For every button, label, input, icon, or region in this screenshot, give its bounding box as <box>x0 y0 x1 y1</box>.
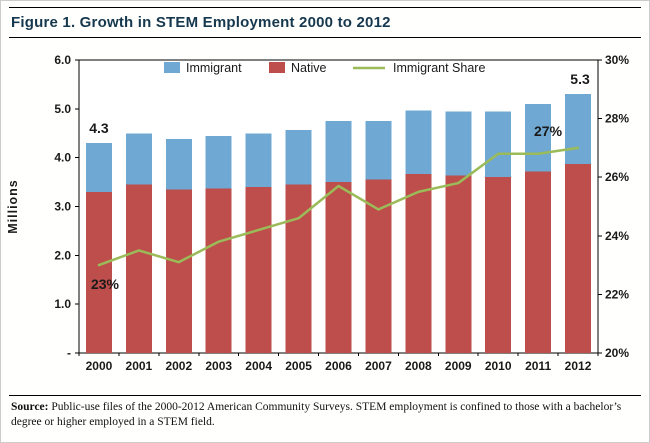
chart-area: - 1.0 2.0 3.0 4.0 5.0 6.0 20% 22% 24% 26% 28% 30% 200… <box>1 38 649 395</box>
annotation-4-3: 4.3 <box>89 120 109 136</box>
y-axis-tick-label: 2.0 <box>54 248 71 262</box>
x-axis-label: 2004 <box>245 359 272 373</box>
x-axis-label: 2005 <box>285 359 312 373</box>
right-axis-tick-label: 24% <box>605 229 629 243</box>
bar-segment-immigrant <box>165 139 192 190</box>
bar-segment-native <box>85 191 112 353</box>
x-axis-label: 2001 <box>126 359 153 373</box>
bar-segment-native <box>125 184 152 353</box>
y-axis-tick-label: 4.0 <box>54 151 71 165</box>
x-axis-label: 2008 <box>405 359 432 373</box>
bar-segment-immigrant <box>325 121 352 183</box>
x-axis-label: 2010 <box>485 359 512 373</box>
bar-segment-immigrant <box>245 133 272 187</box>
x-axis-label: 2007 <box>365 359 392 373</box>
right-axis-tick-label: 22% <box>605 287 629 301</box>
figure-title: Figure 1. Growth in STEM Employment 2000… <box>11 14 391 31</box>
legend-swatch-native <box>269 62 285 73</box>
bar-segment-native <box>485 177 512 353</box>
source-note: Source: Public-use files of the 2000-201… <box>9 395 641 430</box>
y-axis-tick-label: 3.0 <box>54 200 71 214</box>
legend-label: Native <box>291 61 326 75</box>
bar-segment-immigrant <box>365 121 392 180</box>
right-axis-tick-label: 26% <box>605 170 629 184</box>
annotation-27pct: 27% <box>534 123 563 139</box>
x-axis-label: 2000 <box>86 359 113 373</box>
bar-segment-immigrant <box>205 136 232 189</box>
stacked-bar-chart: - 1.0 2.0 3.0 4.0 5.0 6.0 20% 22% 24% 26% 28% 30% 200… <box>6 53 629 373</box>
x-axis-label: 2003 <box>205 359 232 373</box>
annotation-5-3: 5.3 <box>570 71 590 87</box>
bar-segment-immigrant <box>125 133 152 185</box>
bar-segment-native <box>245 186 272 353</box>
x-axis-label: 2002 <box>165 359 192 373</box>
bar-segment-immigrant <box>525 103 552 172</box>
bar-segment-native <box>165 189 192 353</box>
legend-label: Immigrant Share <box>393 61 485 75</box>
legend-label: Immigrant <box>186 61 242 75</box>
source-text: Public-use files of the 2000-2012 Americ… <box>11 401 622 428</box>
source-label: Source: <box>11 401 49 413</box>
bar-segment-immigrant <box>565 94 592 165</box>
bar-segment-immigrant <box>285 129 312 185</box>
bar-segment-immigrant <box>445 111 472 176</box>
y-axis-tick-label: - <box>67 346 71 360</box>
x-axis-label: 2011 <box>525 359 551 373</box>
x-axis-label: 2009 <box>445 359 472 373</box>
figure-header: Figure 1. Growth in STEM Employment 2000… <box>9 7 641 38</box>
bar-segment-native <box>205 188 232 353</box>
bar-segment-native <box>325 182 352 353</box>
bar-segment-native <box>565 164 592 353</box>
bar-segment-immigrant <box>485 111 512 178</box>
right-axis-tick-label: 20% <box>605 346 629 360</box>
bar-segment-native <box>525 171 552 353</box>
y-axis-tick-label: 5.0 <box>54 102 71 116</box>
annotation-23pct: 23% <box>91 276 120 292</box>
immigrant-share-line <box>97 146 580 267</box>
y-axis-title: Millions <box>6 179 20 234</box>
right-axis-tick-label: 30% <box>605 53 629 67</box>
bar-segment-immigrant <box>85 143 112 192</box>
bar-segment-native <box>445 175 472 353</box>
x-axis-label: 2006 <box>325 359 352 373</box>
right-axis-tick-label: 28% <box>605 112 629 126</box>
bar-segment-immigrant <box>405 110 432 174</box>
y-axis-tick-label: 6.0 <box>54 53 71 67</box>
x-axis-label: 2012 <box>565 359 592 373</box>
bar-segment-native <box>405 173 432 353</box>
legend-swatch-immigrant <box>164 62 180 73</box>
y-axis-tick-label: 1.0 <box>54 297 71 311</box>
